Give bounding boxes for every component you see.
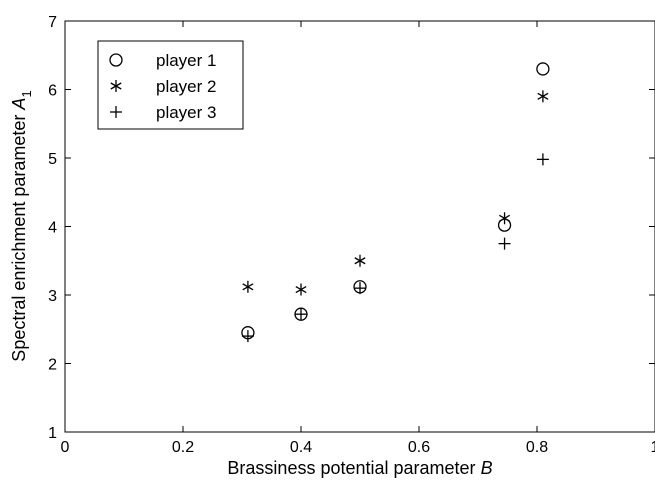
- data-point-series-2: [499, 212, 511, 225]
- x-tick-label: 1: [651, 439, 655, 456]
- data-point-series-2: [537, 90, 549, 103]
- legend-box: [97, 40, 244, 130]
- y-tick-label: 5: [48, 151, 57, 168]
- y-tick-label: 2: [48, 357, 57, 374]
- data-point-series-2: [354, 254, 366, 267]
- axis-tick-labels: 0 0.2 0.4 0.6 0.8 1 1 2 3 4 5 6 7: [48, 14, 655, 456]
- x-tick-label: 0.2: [172, 439, 194, 456]
- y-tick-label: 4: [48, 220, 57, 237]
- y-tick-label: 7: [48, 14, 57, 31]
- y-tick-label: 1: [48, 425, 57, 442]
- data-point-series-3: [295, 308, 307, 321]
- x-tick-label: 0: [61, 439, 70, 456]
- x-tick-label: 0.6: [408, 439, 430, 456]
- legend: player 1 player 2 player 3: [97, 40, 244, 130]
- data-point-series-2: [295, 283, 307, 296]
- x-tick-label: 0.8: [526, 439, 548, 456]
- y-axis-label: Spectral enrichment parameter A1: [9, 90, 34, 361]
- legend-marker-3: [110, 106, 122, 118]
- data-marks: [241, 62, 550, 343]
- x-axis-label: Brassiness potential parameter B: [227, 458, 492, 478]
- legend-label: player 1: [156, 51, 216, 70]
- data-point-series-3: [498, 237, 511, 250]
- axis-ticks: [64, 20, 655, 433]
- legend-marker-2: [110, 80, 122, 92]
- x-tick-label: 0.4: [290, 439, 312, 456]
- data-point-series-2: [242, 280, 254, 293]
- y-tick-label: 3: [48, 288, 57, 305]
- data-point-series-1: [536, 62, 550, 76]
- y-tick-label: 6: [48, 83, 57, 100]
- data-point-series-3: [536, 153, 549, 166]
- data-point-series-3: [241, 330, 254, 343]
- legend-label: player 2: [156, 77, 216, 96]
- legend-label: player 3: [156, 103, 216, 122]
- data-point-series-3: [354, 282, 366, 295]
- legend-marker-1: [109, 53, 123, 67]
